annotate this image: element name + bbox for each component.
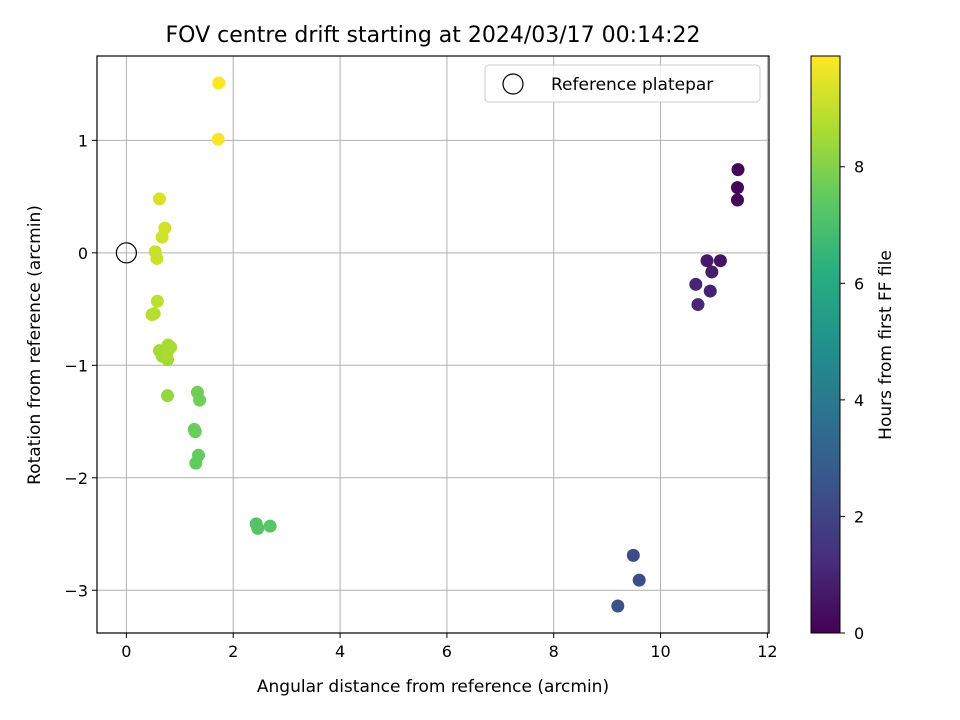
legend-entry-label: Reference platepar bbox=[551, 75, 713, 95]
legend: Reference platepar bbox=[484, 64, 761, 103]
data-point bbox=[160, 347, 174, 361]
y-tick-label: 0 bbox=[78, 244, 88, 263]
x-axis-label: Angular distance from reference (arcmin) bbox=[257, 677, 609, 697]
plot-frame bbox=[96, 55, 770, 634]
grid bbox=[97, 56, 769, 633]
data-point bbox=[191, 448, 205, 462]
x-tick-label: 2 bbox=[228, 642, 238, 661]
data-point bbox=[211, 132, 225, 146]
colorbar-label: Hours from first FF file bbox=[876, 250, 896, 440]
data-point bbox=[626, 548, 640, 562]
data-point bbox=[150, 294, 164, 308]
colorbar-tick-label: 6 bbox=[854, 274, 864, 293]
data-point bbox=[251, 521, 265, 535]
data-point bbox=[700, 254, 714, 268]
x-tick-label: 12 bbox=[757, 642, 777, 661]
colorbar-frame bbox=[810, 55, 841, 634]
x-tick-label: 10 bbox=[650, 642, 670, 661]
colorbar-ticks: 0 2 4 6 8 bbox=[840, 158, 864, 643]
data-point bbox=[193, 393, 207, 407]
colorbar-gradient bbox=[811, 56, 840, 633]
data-point bbox=[731, 163, 745, 177]
y-tick-label: −3 bbox=[64, 581, 88, 600]
data-point bbox=[703, 284, 717, 298]
data-point bbox=[689, 277, 703, 291]
y-tick-label: 1 bbox=[78, 131, 88, 150]
legend-reference-marker bbox=[502, 73, 524, 95]
data-point bbox=[632, 573, 646, 587]
data-point bbox=[691, 298, 705, 312]
data-point bbox=[147, 307, 161, 321]
x-axis-ticks: 0 2 4 6 8 10 12 bbox=[121, 633, 778, 661]
colorbar-tick-label: 0 bbox=[854, 624, 864, 643]
data-point bbox=[188, 425, 202, 439]
chart-title: FOV centre drift starting at 2024/03/17 … bbox=[166, 23, 701, 48]
y-tick-label: −2 bbox=[64, 469, 88, 488]
data-point bbox=[150, 251, 164, 265]
colorbar: 0 2 4 6 8 Hours from first FF file bbox=[810, 55, 896, 643]
y-tick-label: −1 bbox=[64, 356, 88, 375]
data-point bbox=[611, 599, 625, 613]
data-point bbox=[713, 254, 727, 268]
colorbar-tick-label: 8 bbox=[854, 158, 864, 177]
y-axis-ticks: −3 −2 −1 0 1 bbox=[64, 131, 97, 600]
x-tick-label: 0 bbox=[121, 642, 131, 661]
x-tick-label: 6 bbox=[442, 642, 452, 661]
x-tick-label: 8 bbox=[549, 642, 559, 661]
legend-box bbox=[484, 64, 761, 103]
colorbar-tick-label: 2 bbox=[854, 507, 864, 526]
data-point bbox=[263, 519, 277, 533]
reference-marker-group bbox=[115, 242, 137, 264]
data-point bbox=[161, 389, 175, 403]
data-point bbox=[705, 265, 719, 279]
data-point bbox=[158, 221, 172, 235]
colorbar-tick-label: 4 bbox=[854, 391, 864, 410]
data-point bbox=[730, 193, 744, 207]
y-axis-label: Rotation from reference (arcmin) bbox=[25, 205, 45, 485]
data-point bbox=[730, 181, 744, 195]
data-points bbox=[145, 76, 745, 613]
reference-marker bbox=[115, 242, 137, 264]
x-tick-label: 4 bbox=[335, 642, 345, 661]
data-point bbox=[212, 76, 226, 90]
data-point bbox=[152, 192, 166, 206]
